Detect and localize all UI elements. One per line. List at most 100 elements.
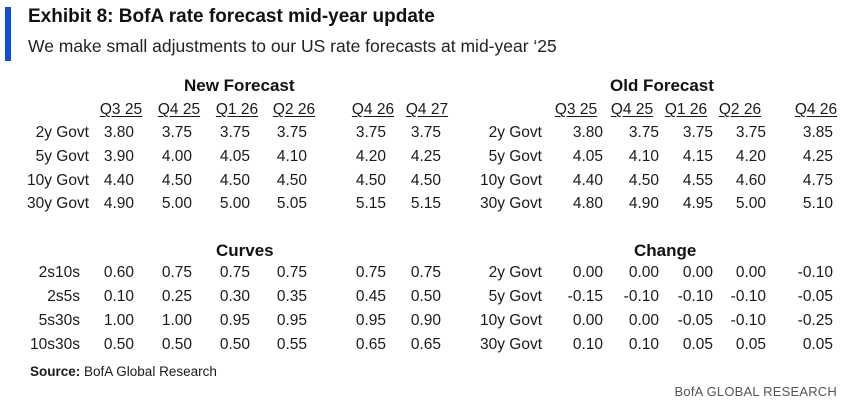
row-label: 10y Govt [479,312,542,329]
table-cell: 4.50 [355,172,386,189]
table-cell: 4.00 [161,148,192,165]
table-cell: 3.75 [410,124,441,141]
table-cell: 4.05 [572,148,603,165]
table-cell: 4.20 [735,148,766,165]
column-header: Q4 26 [794,101,838,118]
table-cell: 4.50 [628,172,659,189]
table-cell: -0.10 [623,288,659,305]
table-cell: 0.75 [276,264,307,281]
row-label: 10s30s [30,336,80,353]
row-label: 5y Govt [35,148,89,165]
table-cell: 4.40 [103,172,134,189]
table-cell: 3.75 [276,124,307,141]
table-cell: 0.65 [410,336,441,353]
source-text: BofA Global Research [80,364,217,379]
table-cell: 5.00 [735,195,766,212]
table-cell: -0.10 [797,264,833,281]
table-cell: 0.90 [410,312,441,329]
table-cell: 4.80 [572,195,603,212]
column-header: Q4 26 [351,101,395,118]
table-cell: 4.40 [572,172,603,189]
table-cell: 4.50 [276,172,307,189]
row-label: 2y Govt [488,124,542,141]
row-label: 10y Govt [479,172,542,189]
table-cell: 0.75 [355,264,386,281]
table-cell: -0.05 [797,288,833,305]
table-cell: 4.10 [628,148,659,165]
column-header: Q1 26 [664,101,708,118]
table-cell: 0.05 [682,336,713,353]
table-cell: 0.05 [735,336,766,353]
column-header: Q4 25 [610,101,654,118]
row-label: 10y Govt [26,172,89,189]
row-label: 2y Govt [35,124,89,141]
table-cell: 5.15 [410,195,441,212]
table-cell: 0.45 [355,288,386,305]
table-cell: 0.55 [276,336,307,353]
table-cell: 0.05 [802,336,833,353]
table-cell: 4.15 [682,148,713,165]
table-cell: 0.75 [410,264,441,281]
column-header: Q2 26 [272,101,316,118]
table-cell: 0.75 [161,264,192,281]
table-cell: 0.00 [572,264,603,281]
table-cell: 0.50 [410,288,441,305]
row-label: 30y Govt [26,195,89,212]
table-cell: 3.75 [735,124,766,141]
column-header: Q4 27 [405,101,449,118]
row-label: 2s10s [38,264,80,281]
table-cell: 0.00 [628,264,659,281]
table-cell: 3.75 [628,124,659,141]
row-label: 30y Govt [479,336,542,353]
table-cell: -0.10 [730,288,766,305]
table-cell: 3.75 [355,124,386,141]
row-label: 5y Govt [488,288,542,305]
table-cell: 4.10 [276,148,307,165]
table-cell: 0.00 [682,264,713,281]
table-cell: 0.00 [628,312,659,329]
row-label: 30y Govt [479,195,542,212]
table-cell: 4.25 [802,148,833,165]
table-cell: 3.80 [103,124,134,141]
column-header: Q4 25 [157,101,201,118]
table-cell: 0.25 [161,288,192,305]
table-cell: 0.35 [276,288,307,305]
change-title: Change [634,241,697,260]
table-cell: 0.10 [103,288,134,305]
source-note: Source: BofA Global Research [30,364,217,379]
table-cell: 4.20 [355,148,386,165]
table-cell: -0.15 [567,288,603,305]
table-cell: 4.90 [103,195,134,212]
column-header: Q3 25 [99,101,143,118]
table-cell: 4.50 [219,172,250,189]
table-cell: 1.00 [161,312,192,329]
new-forecast-title: New Forecast [184,76,295,95]
source-label: Source: [30,364,81,379]
row-label: 5s30s [38,312,80,329]
table-cell: 0.50 [161,336,192,353]
table-cell: 4.95 [682,195,713,212]
table-cell: 3.80 [572,124,603,141]
table-cell: 0.10 [628,336,659,353]
old-forecast-title: Old Forecast [610,76,714,95]
table-cell: 4.55 [682,172,713,189]
table-cell: 0.30 [219,288,250,305]
table-cell: 5.00 [161,195,192,212]
table-cell: 3.75 [219,124,250,141]
table-cell: 4.90 [628,195,659,212]
table-cell: 0.65 [355,336,386,353]
row-label: 2y Govt [488,264,542,281]
table-cell: 1.00 [103,312,134,329]
table-cell: 0.00 [572,312,603,329]
table-cell: 5.00 [219,195,250,212]
table-cell: -0.10 [677,288,713,305]
table-cell: 3.75 [161,124,192,141]
column-header: Q1 26 [215,101,259,118]
curves-title: Curves [216,241,274,260]
table-cell: 3.90 [103,148,134,165]
table-cell: 4.50 [161,172,192,189]
table-cell: -0.05 [677,312,713,329]
row-label: 2s5s [47,288,80,305]
table-cell: 0.50 [103,336,134,353]
table-cell: 0.75 [219,264,250,281]
